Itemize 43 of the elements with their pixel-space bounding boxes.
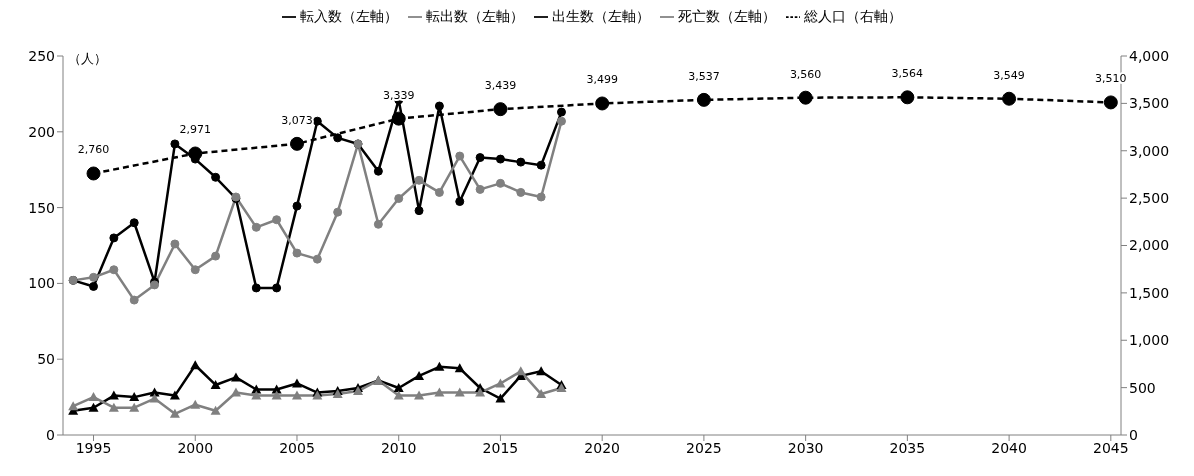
y-tick-label: 250 [28,47,55,64]
y2-tick-label: 500 [1129,379,1156,396]
y-tick-label: 0 [46,426,55,443]
y2-tick-label: 4,000 [1129,47,1170,64]
legend-label: 出生数（左軸） [552,8,650,24]
data-label: 3,499 [586,73,618,87]
x-tick-label: 2000 [177,439,214,456]
legend-label: 転出数（左軸） [426,8,524,24]
x-tick-label: 2045 [1093,439,1129,456]
y2-tick-label: 0 [1129,426,1138,443]
legend-label: 総人口（右軸） [804,8,902,24]
x-tick-label: 2040 [991,439,1027,456]
x-tick-label: 2030 [787,439,824,456]
legend-label: 転入数（左軸） [300,8,398,24]
data-label: 3,510 [1095,72,1127,86]
y2-tick-label: 3,000 [1129,142,1170,159]
legend-label: 死亡数（左軸） [678,8,776,24]
x-tick-label: 2015 [482,439,519,456]
data-label: 2,760 [77,143,110,157]
y2-tick-label: 2,500 [1129,190,1170,207]
y-tick-label: 50 [37,351,55,368]
data-label: 3,560 [789,67,822,81]
data-label: 3,339 [382,88,415,102]
y-tick-label: 100 [28,275,55,292]
y-axis-title: （人） [68,50,107,68]
x-tick-label: 2005 [279,439,315,456]
x-tick-label: 2020 [584,439,620,456]
data-label: 3,564 [891,67,924,81]
y-tick-label: 200 [28,123,55,140]
data-label: 3,537 [688,69,720,83]
data-label: 3,549 [993,68,1025,82]
y2-tick-label: 2,000 [1129,237,1170,254]
x-tick-label: 2010 [380,439,417,456]
y2-tick-label: 3,500 [1129,95,1170,112]
x-tick-label: 1995 [75,439,112,456]
x-tick-label: 2025 [686,439,722,456]
x-tick-label: 2035 [889,439,926,456]
y2-tick-label: 1,000 [1129,332,1170,349]
y-tick-label: 150 [28,199,55,216]
data-label: 3,073 [281,113,313,127]
y2-tick-label: 1,500 [1129,284,1170,301]
data-label: 3,439 [484,79,517,93]
data-label: 2,971 [179,123,211,137]
